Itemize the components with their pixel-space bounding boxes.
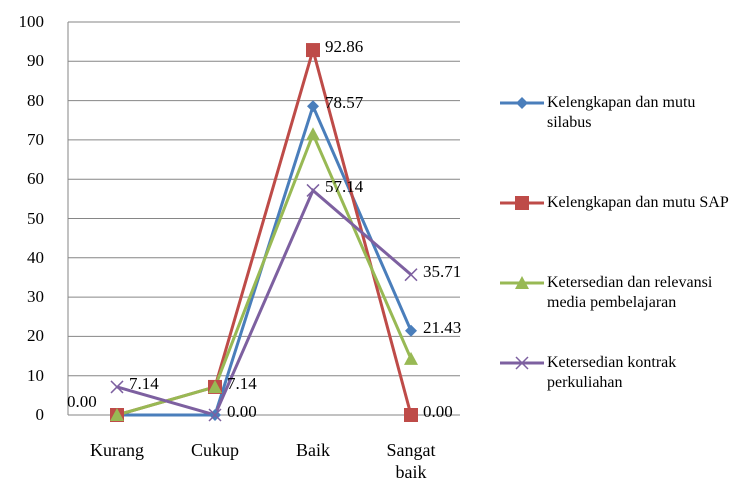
marker [404, 351, 418, 365]
data-label: 0.00 [67, 392, 97, 411]
x-tick-label: Cukup [190, 440, 239, 460]
data-label: 35.71 [423, 261, 462, 281]
x-tick-label: Sangat baik [386, 440, 436, 482]
series-line [116, 187, 412, 417]
legend-label: Ketersedian dan relevansi media pembelaj… [547, 274, 713, 311]
marker [307, 100, 319, 113]
legend-marker [515, 356, 529, 370]
legend-label: Kelengkapan dan mutu silabus [547, 94, 696, 131]
legend-marker [516, 97, 528, 109]
marker [110, 380, 124, 394]
data-label: 92.86 [325, 37, 364, 57]
y-tick-label: 40 [27, 247, 44, 267]
legend-label: Kelengkapan dan mutu SAP [547, 194, 729, 211]
marker [404, 408, 418, 422]
data-label: 0.00 [227, 402, 257, 421]
marker [110, 408, 124, 421]
y-tick-label: 0 [35, 405, 45, 424]
y-tick-label: 10 [27, 365, 44, 385]
y-tick-label: 50 [27, 208, 44, 228]
data-label: 7.14 [129, 373, 159, 393]
data-label: 21.43 [423, 317, 462, 337]
x-tick-label: Baik [296, 440, 330, 460]
data-label: 7.14 [227, 373, 257, 393]
y-tick-label: 80 [27, 90, 44, 110]
y-tick-label: 100 [18, 12, 45, 31]
data-label: 0.00 [423, 402, 453, 421]
y-tick-label: 30 [27, 287, 44, 307]
legend-marker [515, 196, 529, 210]
marker [404, 268, 418, 282]
series-line [116, 130, 413, 417]
legend-marker [515, 276, 529, 289]
marker [405, 324, 417, 337]
y-tick-label: 90 [27, 51, 44, 71]
marker [208, 379, 222, 393]
data-label: 78.57 [325, 93, 364, 113]
marker [306, 43, 320, 58]
data-label: 57.14 [325, 177, 364, 197]
marker [306, 127, 320, 141]
y-tick-label: 60 [27, 169, 44, 189]
marker [208, 408, 222, 422]
y-tick-label: 20 [27, 326, 44, 346]
y-tick-label: 70 [27, 129, 44, 149]
legend-label: Ketersedian kontrak perkuliahan [547, 354, 677, 391]
marker [306, 183, 320, 197]
x-tick-label: Kurang [90, 440, 144, 460]
